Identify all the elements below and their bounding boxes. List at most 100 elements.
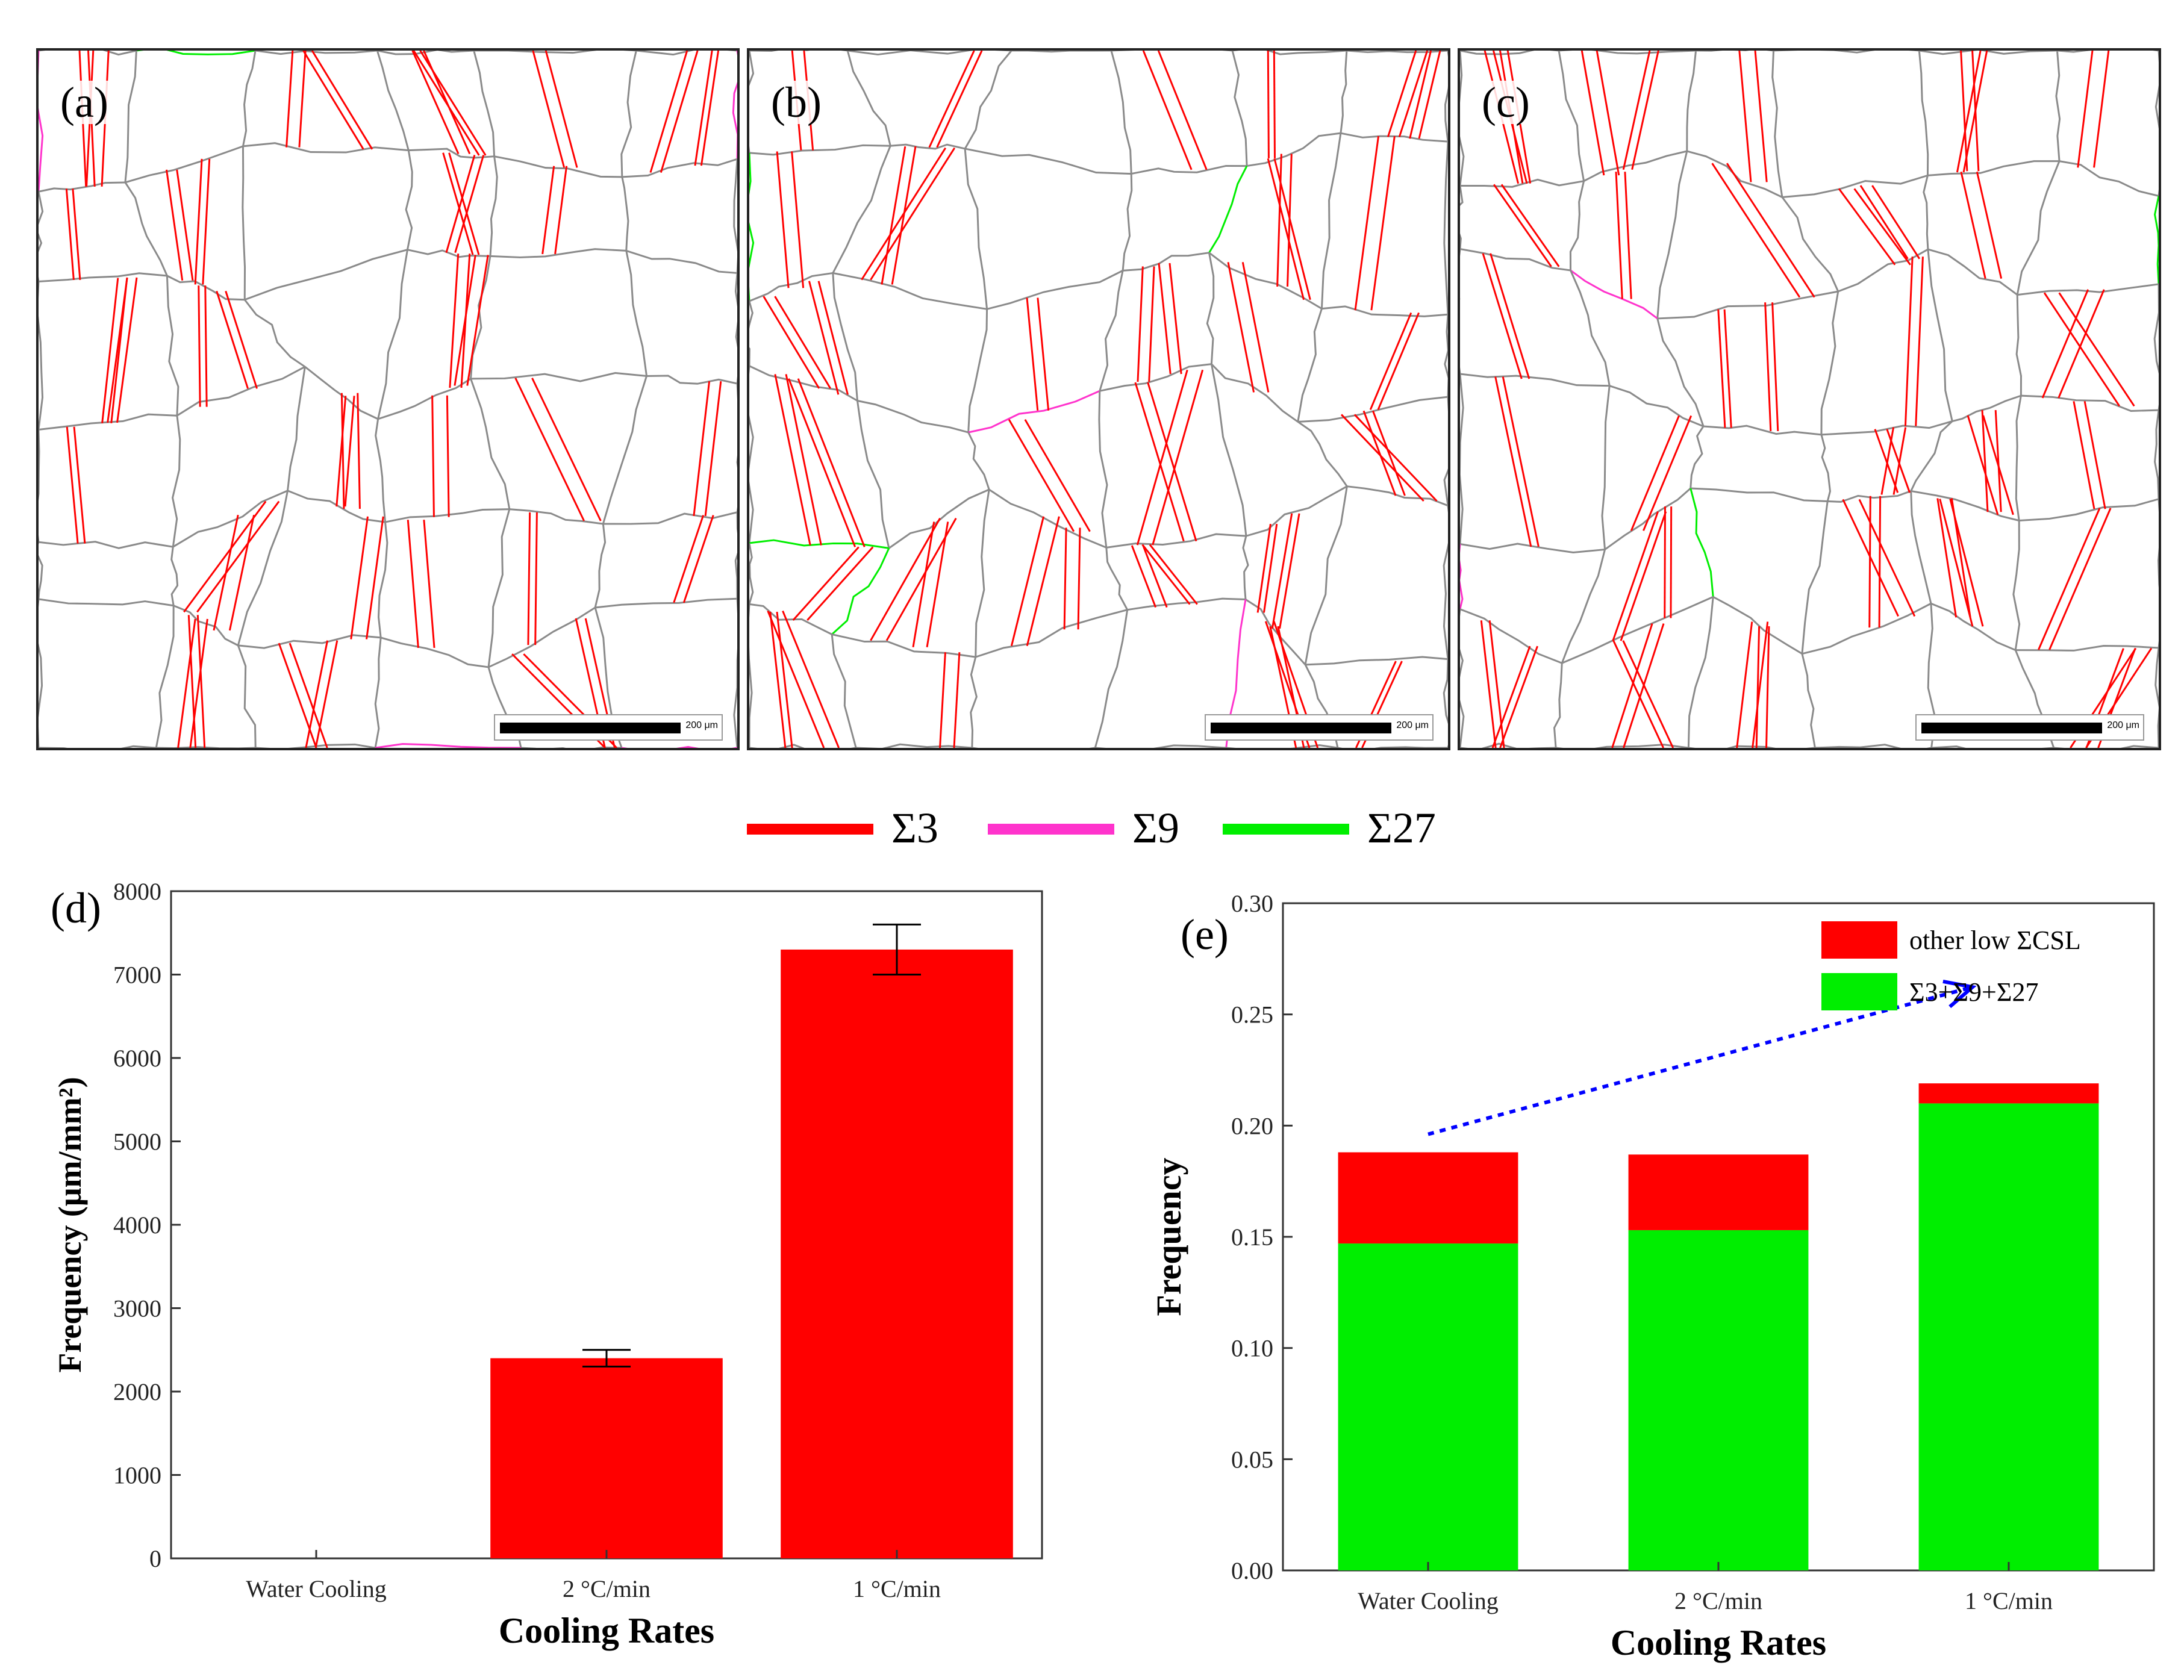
grain-boundary-line xyxy=(1687,597,1714,748)
grain-boundary-line xyxy=(1443,397,1448,506)
grain-boundary-line xyxy=(594,597,737,609)
twin-boundary-line xyxy=(1949,499,1984,627)
twin-boundary-line xyxy=(189,618,208,748)
scale-bar-line xyxy=(1211,723,1391,733)
twin-boundary-line xyxy=(782,611,840,748)
twin-boundary-line xyxy=(454,255,476,386)
grain-boundary-line xyxy=(734,512,737,599)
twin-boundary-line xyxy=(107,277,128,423)
grain-boundary-line xyxy=(1110,51,1132,174)
grain-boundary-line xyxy=(1460,742,1556,748)
twin-boundary-line xyxy=(2093,51,2110,168)
grain-boundary-line xyxy=(487,509,511,668)
twin-boundary-line xyxy=(544,51,578,168)
y-tick-label: 3000 xyxy=(113,1295,161,1322)
grain-boundary-line xyxy=(1106,533,1247,549)
grain-boundary-line xyxy=(749,365,858,402)
grain-boundary-line xyxy=(1570,269,1658,320)
twin-boundary-line xyxy=(194,158,203,285)
grain-boundary-line xyxy=(1820,434,1831,502)
grain-boundary-line xyxy=(1460,373,1464,544)
twin-boundary-line xyxy=(1711,163,1801,298)
grain-boundary-line xyxy=(734,273,737,384)
legend-label-sigma3: Σ3 xyxy=(891,804,938,852)
grain-boundary-line xyxy=(1095,744,1226,748)
twin-boundary-line xyxy=(1141,544,1191,605)
scale-bar-text: 200 μm xyxy=(1396,720,1429,730)
y-tick-label: 0.30 xyxy=(1231,890,1273,917)
twin-boundary-line xyxy=(1377,312,1420,411)
twin-boundary-line xyxy=(1480,620,1497,748)
grain-boundary-line xyxy=(622,158,737,178)
legend-label: Σ3+Σ9+Σ27 xyxy=(1909,977,2038,1007)
micrograph-b: (b) 200 μm xyxy=(747,48,1450,750)
twin-boundary-line xyxy=(1372,410,1406,496)
twin-boundary-line xyxy=(2043,292,2120,407)
twin-boundaries xyxy=(1480,51,2153,748)
grain-boundary-line xyxy=(2015,294,2022,396)
micrograph-a: (a) 200 μm xyxy=(36,48,740,750)
grain-boundary-line xyxy=(1099,270,1124,391)
twin-boundary-line xyxy=(1168,263,1182,375)
grain-boundary-line xyxy=(155,605,175,748)
grain-boundary-line xyxy=(2055,51,2061,161)
grain-boundary-line xyxy=(856,743,972,748)
grain-boundary-line xyxy=(1105,547,1128,611)
grain-boundary-line xyxy=(1346,51,1448,54)
twin-boundary-line xyxy=(366,516,384,639)
grain-boundary-line xyxy=(2154,409,2159,499)
twin-boundary-line xyxy=(1491,646,1531,748)
grain-boundary-line xyxy=(1460,609,1465,748)
grain-boundary-line xyxy=(2015,644,2159,652)
grain-boundary-line xyxy=(1771,51,1783,198)
grain-boundary-line xyxy=(602,376,647,524)
twin-boundary-line xyxy=(1880,427,1895,495)
twin-boundary-line xyxy=(344,396,355,507)
grain-boundary-line xyxy=(1297,421,1348,487)
twin-boundary-line xyxy=(774,374,811,546)
twin-boundary-line xyxy=(1754,51,1768,182)
grain-boundary-line xyxy=(1656,318,1705,427)
twin-boundary-line xyxy=(807,546,874,621)
grain-boundary-line xyxy=(473,51,496,157)
grain-boundary-line xyxy=(166,275,179,416)
trend-arrow-head xyxy=(1942,979,1977,1009)
grain-boundary-line xyxy=(749,366,754,544)
twin-boundary-line xyxy=(926,521,949,648)
grain-boundary-line xyxy=(970,656,978,748)
grain-boundary-line xyxy=(244,299,306,368)
grain-boundary-line xyxy=(1911,490,2020,521)
grain-boundary-line xyxy=(2154,647,2159,748)
twin-boundaries xyxy=(763,51,1441,748)
twin-boundary-line xyxy=(1904,257,1914,426)
twin-boundary-line xyxy=(340,393,345,509)
grain-boundary-line xyxy=(1011,51,1111,53)
bar-segment-sigma-total xyxy=(1628,1230,1809,1570)
twin-boundary-line xyxy=(785,374,822,546)
grain-boundary-line xyxy=(1561,596,1714,664)
grain-boundary-line xyxy=(2016,161,2061,295)
grain-boundary-line xyxy=(1127,597,1246,611)
grain-boundary-line xyxy=(1347,485,1448,507)
grain-boundary-line xyxy=(1815,744,1932,748)
grain-boundary-line xyxy=(1210,364,1247,537)
twin-boundary-line xyxy=(187,615,197,748)
twin-boundary-line xyxy=(527,512,531,646)
grain-boundary-line xyxy=(1570,270,1611,386)
twin-boundary-line xyxy=(2058,292,2135,407)
twin-boundary-line xyxy=(1370,135,1396,311)
grain-boundary-line xyxy=(39,191,44,282)
bar xyxy=(490,1358,723,1558)
twin-boundary-line xyxy=(204,285,208,407)
grain-boundary-line xyxy=(857,400,969,434)
grain-boundary-line xyxy=(1460,373,1610,387)
twin-boundary-line xyxy=(1241,262,1270,393)
grain-boundary-line xyxy=(1561,549,1606,664)
chart-e-svg: 0.00 0.05 0.10 0.15 0.20 0.25 0.30 Water Coolin… xyxy=(1149,890,2155,1663)
grain-boundary-line xyxy=(622,745,737,748)
grain-boundary-line xyxy=(1801,653,1816,748)
twin-boundary-line xyxy=(1409,51,1432,139)
y-axis-title: Frequency xyxy=(1149,1157,1188,1316)
twin-boundary-line xyxy=(1037,297,1050,411)
grain-boundary-line xyxy=(1246,132,1341,167)
